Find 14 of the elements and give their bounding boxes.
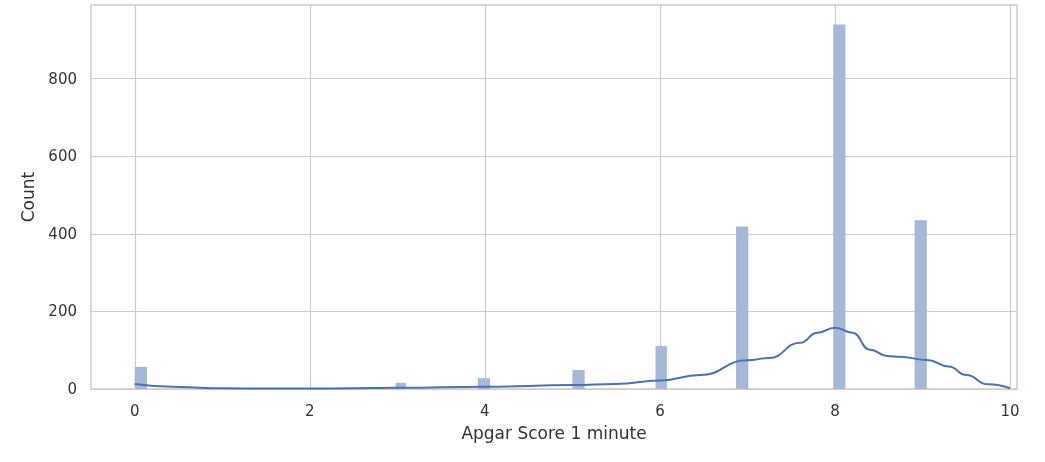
y-tick-label: 800: [48, 69, 77, 88]
x-tick-label: 4: [480, 401, 490, 420]
x-tick-label: 6: [655, 401, 665, 420]
x-axis-title: Apgar Score 1 minute: [461, 422, 647, 443]
x-tick-label: 8: [830, 401, 840, 420]
y-tick-label: 600: [48, 147, 77, 166]
x-tick-label: 10: [1000, 401, 1020, 420]
x-tick-label: 2: [305, 401, 315, 420]
line-series: [133, 326, 1011, 390]
y-tick-label: 200: [48, 302, 77, 321]
y-axis-title: Count: [17, 171, 38, 223]
y-tick-label: 0: [67, 380, 77, 398]
x-tick-label: 0: [129, 401, 140, 420]
y-tick-label: 400: [48, 224, 77, 243]
